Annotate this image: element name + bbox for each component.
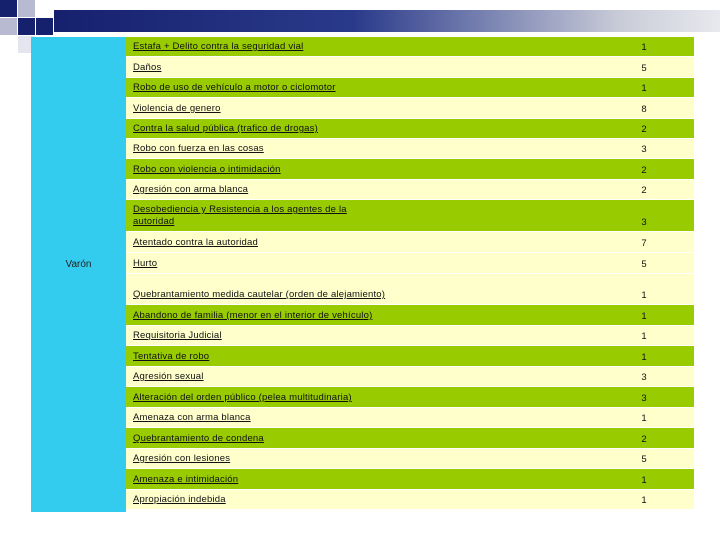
crime-name: Amenaza e intimidación xyxy=(133,474,239,485)
crime-name: Agresión sexual xyxy=(133,371,204,382)
table-row: Atentado contra la autoridad 7 xyxy=(126,232,694,253)
crime-name: Quebrantamiento medida cautelar (orden d… xyxy=(133,289,386,300)
decor-square xyxy=(18,18,35,35)
crime-name: Atentado contra la autoridad xyxy=(133,237,258,248)
crime-count: 2 xyxy=(641,165,647,176)
crime-name: Abandono de familia (menor en el interio… xyxy=(133,310,373,321)
table-row: Apropiación indebida 1 xyxy=(126,490,694,510)
crime-name: Robo con fuerza en las cosas xyxy=(133,143,264,154)
crime-name: Amenaza con arma blanca xyxy=(133,412,251,423)
table-row: Amenaza con arma blanca 1 xyxy=(126,408,694,428)
group-cell: Varón xyxy=(31,37,126,512)
crime-name: Requisitoria Judicial xyxy=(133,330,222,341)
header-bar xyxy=(54,10,720,32)
crime-count: 1 xyxy=(641,311,647,322)
crime-count: 1 xyxy=(641,290,647,301)
table-row: Amenaza e intimidación 1 xyxy=(126,469,694,490)
crime-count: 2 xyxy=(641,434,647,445)
crime-count: 1 xyxy=(641,495,647,506)
crime-count: 3 xyxy=(641,393,647,404)
table-row: Agresión con arma blanca 2 xyxy=(126,180,694,200)
crime-count: 1 xyxy=(641,352,647,363)
crime-name: Hurto xyxy=(133,258,158,269)
crime-name: Alteración del orden público (pelea mult… xyxy=(133,392,352,403)
crime-count: 1 xyxy=(641,331,647,342)
crime-name: Contra la salud pública (trafico de drog… xyxy=(133,123,318,134)
table-row: Quebrantamiento de condena 2 xyxy=(126,428,694,449)
table-row: Contra la salud pública (trafico de drog… xyxy=(126,119,694,139)
table-row: Tentativa de robo 1 xyxy=(126,346,694,367)
table-row: Desobediencia y Resistencia a los agente… xyxy=(126,200,694,232)
crime-name: Apropiación indebida xyxy=(133,494,226,505)
table-row: Daños 5 xyxy=(126,57,694,78)
crime-count: 3 xyxy=(641,144,647,155)
crime-count: 2 xyxy=(641,185,647,196)
decor-square xyxy=(36,18,53,35)
table-row: Robo de uso de vehículo a motor o ciclom… xyxy=(126,78,694,98)
crime-count: 3 xyxy=(641,217,647,228)
crime-count: 3 xyxy=(641,372,647,383)
table-row: Abandono de familia (menor en el interio… xyxy=(126,305,694,326)
crime-count: 5 xyxy=(641,63,647,74)
crime-count: 5 xyxy=(641,259,647,270)
crime-name: Violencia de genero xyxy=(133,103,221,114)
decor-square xyxy=(36,0,53,17)
crime-name: Robo de uso de vehículo a motor o ciclom… xyxy=(133,82,336,93)
crime-count: 2 xyxy=(641,124,647,135)
table-row: Alteración del orden público (pelea mult… xyxy=(126,387,694,408)
crime-name: Agresión con lesiones xyxy=(133,453,231,464)
crime-name: Quebrantamiento de condena xyxy=(133,433,264,444)
crime-table: Estafa + Delito contra la seguridad vial… xyxy=(126,37,694,510)
table-row: Agresión sexual 3 xyxy=(126,367,694,387)
crime-name: Desobediencia y Resistencia a los agente… xyxy=(133,204,347,227)
crime-name: Daños xyxy=(133,62,162,73)
decor-square xyxy=(18,36,35,53)
table-row: Robo con violencia o intimidación 2 xyxy=(126,159,694,180)
table-row: Agresión con lesiones 5 xyxy=(126,449,694,469)
crime-count: 7 xyxy=(641,238,647,249)
crime-name: Tentativa de robo xyxy=(133,351,210,362)
crime-name: Robo con violencia o intimidación xyxy=(133,164,281,175)
table-row: Quebrantamiento medida cautelar (orden d… xyxy=(126,274,694,305)
decor-square xyxy=(0,0,17,17)
crime-count: 8 xyxy=(641,104,647,115)
table-row: Robo con fuerza en las cosas 3 xyxy=(126,139,694,159)
crime-name: Agresión con arma blanca xyxy=(133,184,249,195)
crime-count: 5 xyxy=(641,454,647,465)
decor-square xyxy=(18,0,35,17)
group-label: Varón xyxy=(65,259,92,270)
crime-count: 1 xyxy=(641,42,647,53)
table-row: Violencia de genero 8 xyxy=(126,98,694,119)
crime-count: 1 xyxy=(641,413,647,424)
table-row: Requisitoria Judicial 1 xyxy=(126,326,694,346)
table-row: Estafa + Delito contra la seguridad vial… xyxy=(126,37,694,57)
crime-count: 1 xyxy=(641,475,647,486)
decor-square xyxy=(0,18,17,35)
crime-count: 1 xyxy=(641,83,647,94)
table-row: Hurto 5 xyxy=(126,253,694,274)
crime-name: Estafa + Delito contra la seguridad vial xyxy=(133,41,304,52)
